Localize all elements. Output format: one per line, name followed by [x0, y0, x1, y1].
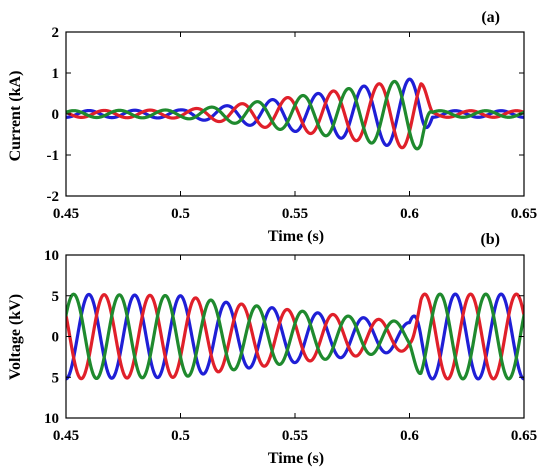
- current-y-axis-label: Current (kA): [7, 71, 24, 162]
- voltage-y-tick-label: 10: [44, 411, 59, 427]
- current-y-tick-label: 1: [52, 66, 60, 82]
- current-x-tick-label: 0.6: [400, 206, 419, 222]
- voltage-phase-1-line: [66, 292, 524, 381]
- voltage-x-tick-label: 0.65: [511, 428, 537, 444]
- current-y-tick-label: 2: [52, 25, 60, 41]
- current-y-tick-label: -1: [47, 148, 60, 164]
- voltage-y-tick-label: 0: [52, 330, 60, 346]
- current-y-tick-label: -2: [47, 189, 60, 205]
- panel-a-label: (a): [481, 9, 500, 26]
- current-x-tick-label: 0.45: [53, 206, 79, 222]
- current-x-tick-label: 0.5: [171, 206, 190, 222]
- voltage-phase-2-line: [66, 292, 524, 381]
- voltage-x-tick-label: 0.6: [400, 428, 419, 444]
- voltage-x-tick-label: 0.5: [171, 428, 190, 444]
- voltage-x-axis-label: Time (s): [268, 450, 324, 467]
- current-x-tick-label: 0.55: [282, 206, 308, 222]
- current-phase-1-line: [66, 77, 524, 147]
- voltage-y-axis-label: Voltage (kV): [7, 294, 24, 380]
- voltage-panel: (b) Time (s) Voltage (kV) 0.45 0.5 0.55 0.6…: [7, 231, 537, 467]
- voltage-phase-3-line: [66, 292, 524, 381]
- voltage-x-tick-label: 0.45: [53, 428, 79, 444]
- panel-b-label: (b): [480, 231, 500, 248]
- voltage-y-tick-label: 5: [52, 370, 60, 386]
- voltage-y-tick-label: 5: [52, 289, 60, 305]
- current-phase-3-line: [66, 79, 524, 151]
- voltage-plot-frame: [65, 254, 525, 419]
- current-y-tick-label: 0: [52, 107, 60, 123]
- voltage-y-tick-label: 10: [44, 248, 59, 264]
- current-x-tick-label: 0.65: [511, 206, 537, 222]
- current-x-axis-label: Time (s): [268, 228, 324, 245]
- voltage-x-tick-label: 0.55: [282, 428, 308, 444]
- current-panel: (a) Time (s) Current (kA) 0.45 0.5 0.55 0.6…: [7, 9, 537, 245]
